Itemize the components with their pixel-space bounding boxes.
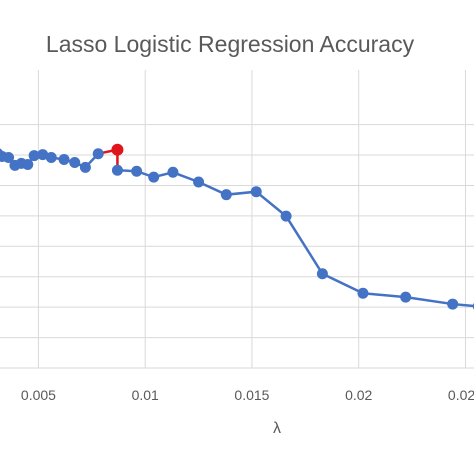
highlighted-point bbox=[111, 143, 124, 156]
data-point-23 bbox=[400, 291, 412, 303]
x-axis-ticks: 0.005 0.01 0.015 0.02 0.025 bbox=[21, 387, 474, 403]
data-point-10 bbox=[69, 156, 81, 168]
data-point-24 bbox=[447, 298, 459, 310]
data-point-18 bbox=[220, 189, 232, 201]
gridlines bbox=[0, 70, 474, 369]
data-point-12 bbox=[92, 148, 104, 160]
data-point-5 bbox=[22, 158, 34, 170]
series-group bbox=[0, 143, 474, 310]
data-point-13 bbox=[111, 164, 123, 176]
data-point-19 bbox=[250, 186, 262, 198]
data-point-8 bbox=[45, 152, 57, 164]
data-point-21 bbox=[316, 268, 328, 280]
data-point-15 bbox=[148, 171, 160, 183]
data-point-20 bbox=[280, 210, 292, 222]
data-point-16 bbox=[167, 166, 179, 178]
data-point-22 bbox=[357, 287, 369, 299]
data-point-7 bbox=[37, 149, 49, 161]
x-tick-label-1: 0.01 bbox=[132, 387, 159, 403]
x-tick-label-3: 0.02 bbox=[345, 387, 372, 403]
x-tick-label-4: 0.025 bbox=[448, 387, 474, 403]
x-tick-label-2: 0.015 bbox=[234, 387, 269, 403]
data-point-6 bbox=[28, 150, 40, 162]
x-axis-label: λ bbox=[273, 420, 281, 437]
data-point-17 bbox=[193, 176, 205, 188]
chart-title: Lasso Logistic Regression Accuracy bbox=[46, 31, 415, 57]
data-point-2 bbox=[3, 152, 15, 164]
data-point-11 bbox=[79, 161, 91, 173]
data-point-9 bbox=[58, 153, 70, 165]
x-tick-label-0: 0.005 bbox=[21, 387, 56, 403]
data-point-14 bbox=[131, 165, 143, 177]
